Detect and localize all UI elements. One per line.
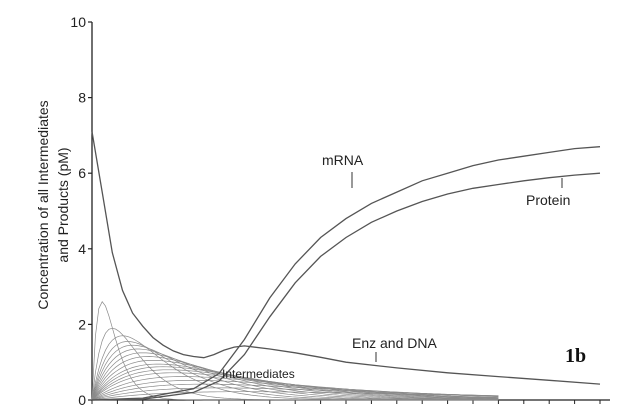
series-line-enz-and-dna bbox=[91, 131, 601, 385]
y-tick-label: 10 bbox=[70, 14, 86, 30]
y-axis-label-line1: Concentration of all Intermediates bbox=[35, 100, 51, 309]
annotation-intermediates: Intermediates bbox=[222, 367, 295, 381]
intermediate-curve bbox=[91, 352, 499, 401]
series-line-mrna bbox=[91, 146, 601, 401]
intermediate-curve bbox=[91, 391, 499, 401]
intermediates-curves bbox=[91, 301, 499, 401]
y-tick-label: 4 bbox=[78, 241, 86, 257]
intermediate-curve bbox=[91, 356, 499, 401]
series-lines bbox=[91, 131, 601, 401]
annotation-enz-dna: Enz and DNA bbox=[352, 335, 437, 351]
y-tick-label: 0 bbox=[78, 392, 86, 408]
panel-label: 1b bbox=[565, 345, 586, 367]
annotation-mrna: mRNA bbox=[322, 152, 364, 168]
y-tick-label: 8 bbox=[78, 90, 86, 106]
y-tick-label: 6 bbox=[78, 165, 86, 181]
intermediate-curve bbox=[91, 363, 499, 401]
axes bbox=[91, 22, 610, 401]
x-ticks bbox=[91, 400, 601, 404]
y-tick-label: 2 bbox=[78, 316, 86, 332]
y-ticks: 0 2 4 6 8 10 bbox=[70, 14, 92, 408]
y-axis-label-line2: and Products (pM) bbox=[55, 147, 71, 262]
intermediate-curve bbox=[91, 348, 499, 401]
series-line-protein bbox=[91, 172, 601, 401]
annotation-protein: Protein bbox=[526, 192, 570, 208]
intermediate-curve bbox=[91, 387, 499, 401]
